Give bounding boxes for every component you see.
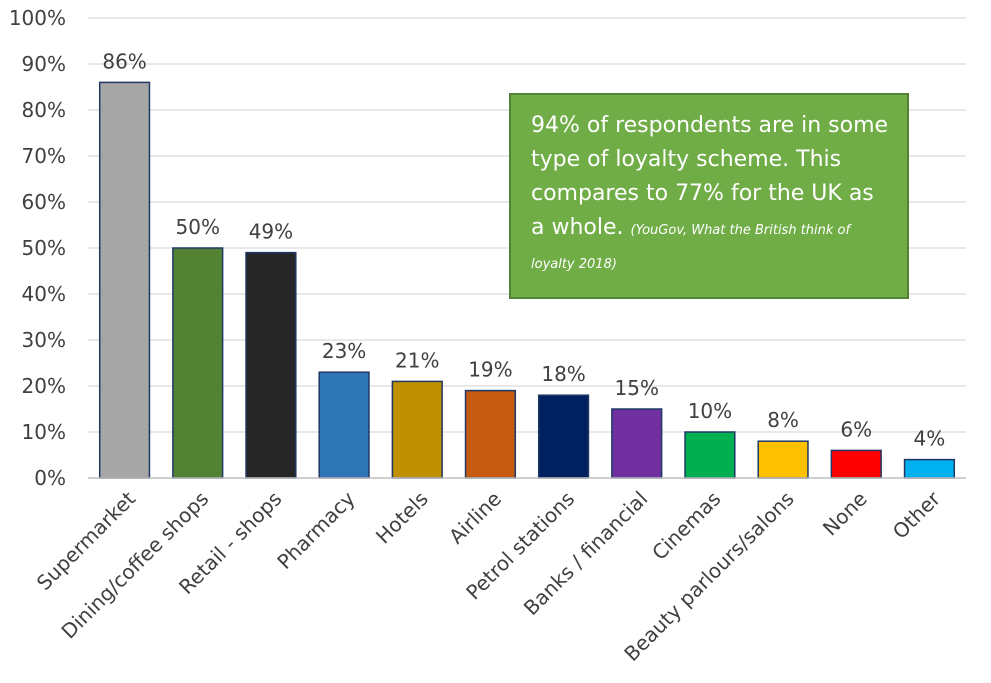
annotation-callout: 94% of respondents are in some type of l…: [509, 93, 909, 299]
y-tick-label: 60%: [22, 190, 66, 214]
bar: [391, 380, 443, 479]
y-axis-ticks: 0% 10% 20% 30% 40% 50% 60% 70% 80% 90% 100%: [9, 6, 66, 490]
data-label: 4%: [914, 427, 946, 451]
bar: [98, 81, 151, 479]
y-tick-label: 20%: [22, 374, 66, 398]
bars: [98, 81, 956, 479]
bar: [903, 458, 956, 479]
category-label: Hotels: [371, 487, 433, 549]
category-label: Pharmacy: [272, 486, 359, 573]
data-label: 19%: [468, 358, 512, 382]
data-label: 21%: [395, 348, 439, 372]
category-label: Airline: [444, 487, 506, 549]
y-tick-label: 10%: [22, 420, 66, 444]
category-label: Cinemas: [647, 487, 725, 565]
category-label: None: [818, 487, 872, 541]
y-tick-label: 50%: [22, 236, 66, 260]
data-label: 6%: [840, 417, 872, 441]
bar: [318, 371, 370, 479]
bar: [537, 394, 590, 479]
annotation-citation: (YouGov, What the British think of loyal…: [531, 223, 851, 272]
y-tick-label: 70%: [22, 144, 66, 168]
data-label: 86%: [102, 49, 146, 73]
y-tick-label: 0%: [34, 466, 66, 490]
data-label: 8%: [767, 408, 799, 432]
bar: [172, 247, 224, 479]
bar: [684, 431, 736, 479]
bar: [757, 440, 809, 479]
annotation-text: 94% of respondents are in some type of l…: [531, 113, 889, 240]
y-tick-label: 30%: [22, 328, 66, 352]
data-label: 23%: [322, 339, 366, 363]
data-label: 10%: [688, 399, 732, 423]
data-label: 15%: [615, 376, 659, 400]
y-tick-label: 40%: [22, 282, 66, 306]
bar: [830, 449, 882, 479]
y-tick-label: 80%: [22, 98, 66, 122]
data-label: 50%: [176, 215, 220, 239]
data-labels: 86% 50% 49% 23% 21% 19% 18% 15% 10% 8% 6% 4%: [102, 49, 945, 450]
data-label: 49%: [249, 220, 293, 244]
y-tick-label: 90%: [22, 52, 66, 76]
category-label: Other: [888, 486, 946, 544]
data-label: 18%: [541, 362, 585, 386]
bar: [611, 408, 663, 479]
bar: [464, 389, 517, 479]
y-tick-label: 100%: [9, 6, 66, 30]
bar: [245, 251, 297, 479]
category-label: Banks / financial: [519, 487, 652, 620]
